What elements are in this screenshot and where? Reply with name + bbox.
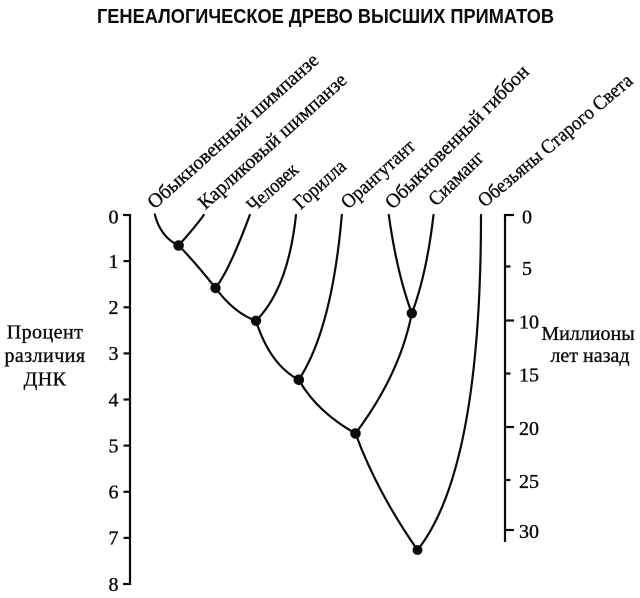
svg-text:0: 0: [522, 207, 532, 229]
svg-text:Миллионы: Миллионы: [541, 323, 634, 345]
svg-text:Горилла: Горилла: [289, 155, 351, 214]
svg-text:6: 6: [109, 482, 119, 504]
svg-text:8: 8: [109, 574, 119, 596]
svg-text:10: 10: [519, 311, 539, 333]
svg-text:ДНК: ДНК: [24, 368, 67, 390]
svg-text:25: 25: [519, 471, 539, 493]
svg-text:20: 20: [519, 418, 539, 440]
svg-text:ГЕНЕАЛОГИЧЕСКОЕ ДРЕВО ВЫСШИХ П: ГЕНЕАЛОГИЧЕСКОЕ ДРЕВО ВЫСШИХ ПРИМАТОВ: [97, 6, 554, 28]
svg-text:15: 15: [519, 365, 539, 387]
svg-text:30: 30: [519, 521, 539, 543]
svg-text:5: 5: [109, 435, 119, 457]
svg-text:4: 4: [109, 389, 119, 411]
svg-text:5: 5: [522, 258, 532, 280]
svg-text:различия: различия: [4, 345, 85, 367]
svg-text:лет назад: лет назад: [550, 345, 629, 367]
svg-text:7: 7: [109, 528, 119, 550]
svg-text:2: 2: [109, 297, 119, 319]
svg-text:1: 1: [109, 251, 119, 273]
svg-text:3: 3: [109, 343, 119, 365]
svg-text:0: 0: [109, 207, 119, 229]
svg-text:Процент: Процент: [7, 321, 84, 343]
